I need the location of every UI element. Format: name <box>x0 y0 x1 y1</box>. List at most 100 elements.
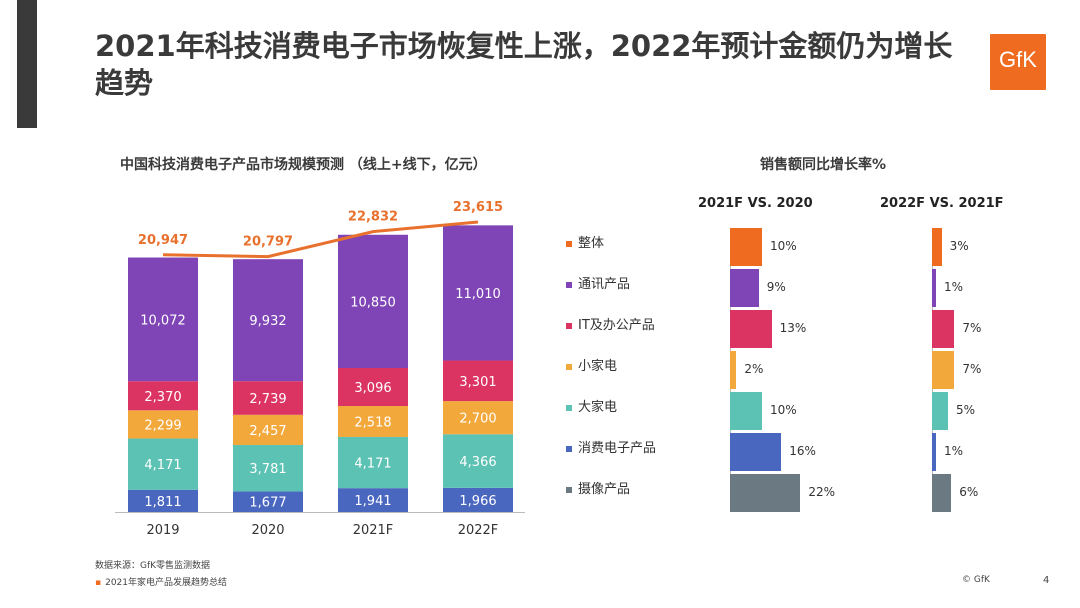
growth-value-label: 10% <box>770 403 797 417</box>
growth-bar <box>730 269 759 307</box>
bar-segment <box>233 414 303 445</box>
stacked-bar-chart: 1,811 4,171 2,299 2,370 10,072 2019 1,677 3,781… <box>115 200 525 538</box>
growth-column-header-2022: 2022F VS. 2021F <box>880 196 1004 211</box>
bar-segment <box>338 488 408 512</box>
growth-value-label: 22% <box>808 485 836 499</box>
bar-segment <box>128 381 198 411</box>
bar-value-label: 1,941 <box>354 494 391 509</box>
growth-row: 3% <box>932 228 1062 266</box>
growth-row: 1% <box>932 269 1062 307</box>
growth-bar <box>730 474 801 512</box>
logo-text: GfK <box>999 47 1037 72</box>
total-line <box>162 220 479 259</box>
growth-bar <box>730 392 762 430</box>
legend-swatch <box>566 281 572 288</box>
legend-swatch <box>566 486 572 493</box>
growth-row: 6% <box>932 474 1062 512</box>
growth-column-2021: 10% 9% 13% 2% 10% 16% 22% <box>730 228 860 513</box>
bar-value-label: 3,096 <box>354 381 391 396</box>
x-tick-label: 2019 <box>146 523 179 538</box>
bar-segment <box>338 234 408 369</box>
x-tick-label: 2020 <box>251 523 284 538</box>
bar-segment <box>128 489 198 512</box>
growth-value-label: 1% <box>944 280 964 294</box>
bar-value-label: 9,932 <box>249 314 286 329</box>
growth-value-label: 1% <box>944 444 964 458</box>
growth-row: 7% <box>932 310 1062 348</box>
growth-row: 10% <box>730 392 860 430</box>
page-number: 4 <box>1043 575 1050 586</box>
x-tick-label: 2021F <box>353 523 394 538</box>
bar-value-label: 2,739 <box>249 392 286 407</box>
bar-value-label: 4,366 <box>459 455 496 470</box>
bar-segment <box>338 368 408 407</box>
footnote-text: 2021年家电产品发展趋势总结 <box>105 578 228 588</box>
growth-bar <box>932 433 936 471</box>
bar-value-label: 1,966 <box>459 494 496 509</box>
bar-value-label: 3,301 <box>459 375 496 390</box>
growth-column-header-2021: 2021F VS. 2020 <box>698 196 813 211</box>
bar-value-label: 1,677 <box>249 496 286 511</box>
bullet-icon: ▪ <box>95 578 102 588</box>
growth-value-label: 7% <box>962 362 982 376</box>
growth-value-label: 7% <box>962 321 982 335</box>
total-value-label: 20,797 <box>243 235 293 250</box>
bar-segment <box>233 381 303 415</box>
legend-swatch <box>566 404 572 411</box>
bar-segment <box>443 225 513 361</box>
bar-value-label: 2,299 <box>144 418 181 433</box>
bar-value-label: 2,700 <box>459 412 496 427</box>
bar-segment <box>443 360 513 402</box>
bar-segment <box>233 444 303 492</box>
bar-value-label: 10,072 <box>140 313 186 328</box>
data-source: 数据来源：GfK零售监测数据 <box>95 561 211 571</box>
bar-value-label: 10,850 <box>350 295 396 310</box>
growth-value-label: 16% <box>789 444 816 458</box>
legend-item: 消费电子产品 <box>566 437 726 457</box>
legend-label: IT及办公产品 <box>578 318 655 333</box>
growth-bar <box>932 392 948 430</box>
slide-title: 2021年科技消费电子市场恢复性上涨，2022年预计金额仍为增长趋势 <box>95 29 953 100</box>
footnote: ▪ 2021年家电产品发展趋势总结 <box>95 575 227 588</box>
bar-value-label: 2,518 <box>354 415 391 430</box>
growth-chart-title: 销售额同比增长率% <box>760 157 887 173</box>
legend-item: 摄像产品 <box>566 478 726 498</box>
growth-row: 10% <box>730 228 860 266</box>
bar-segment <box>128 257 198 382</box>
growth-row: 5% <box>932 392 1062 430</box>
bar-value-label: 3,781 <box>249 462 286 477</box>
total-value-label: 22,832 <box>348 210 398 225</box>
growth-bar <box>730 310 772 348</box>
legend-item: 整体 <box>566 232 726 252</box>
growth-value-label: 6% <box>959 485 979 499</box>
growth-row: 1% <box>932 433 1062 471</box>
growth-value-label: 13% <box>779 321 807 335</box>
legend-label: 小家电 <box>578 359 618 374</box>
gfk-logo: GfK <box>990 34 1046 90</box>
growth-row: 16% <box>730 433 860 471</box>
legend-swatch <box>566 240 572 247</box>
growth-row: 7% <box>932 351 1062 389</box>
growth-row: 2% <box>730 351 860 389</box>
bar-value-label: 4,171 <box>144 458 181 473</box>
legend-label: 消费电子产品 <box>578 441 657 456</box>
bar-segment <box>128 410 198 439</box>
bar-value-label: 11,010 <box>455 287 501 302</box>
bar-segment <box>443 401 513 435</box>
growth-bar <box>730 228 762 266</box>
growth-row: 13% <box>730 310 860 348</box>
bar-segment <box>233 491 303 512</box>
legend-swatch <box>566 322 572 329</box>
growth-bar <box>932 269 936 307</box>
growth-value-label: 9% <box>766 280 786 294</box>
copyright: © GfK <box>962 575 990 585</box>
legend-item: 小家电 <box>566 355 726 375</box>
bar-segment <box>338 406 408 437</box>
legend-swatch <box>566 363 572 370</box>
growth-bar <box>932 351 955 389</box>
growth-bar <box>730 433 782 471</box>
growth-bar <box>932 228 942 266</box>
legend-item: IT及办公产品 <box>566 314 726 334</box>
total-value-label: 23,615 <box>453 200 503 215</box>
legend-label: 大家电 <box>578 400 618 415</box>
